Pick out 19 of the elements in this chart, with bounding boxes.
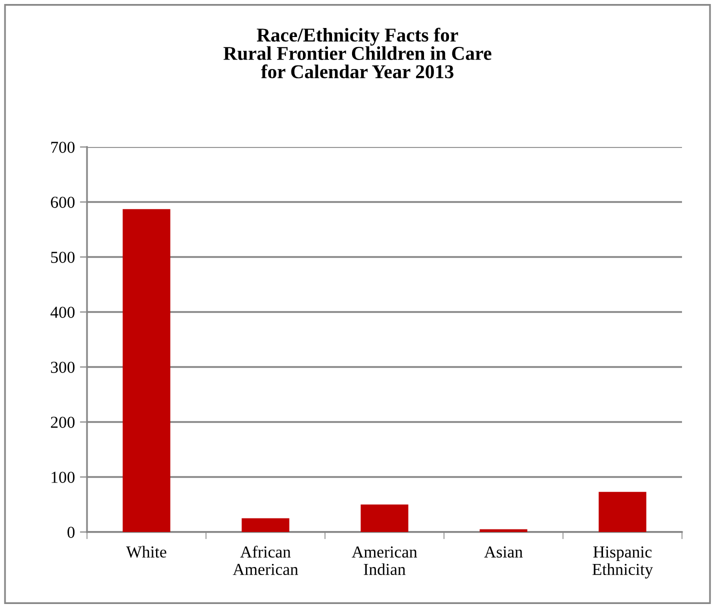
x-tick-label: Hispanic Ethnicity bbox=[592, 546, 653, 578]
x-tick-label: White bbox=[126, 546, 166, 558]
y-tick-label: 700 bbox=[51, 142, 75, 153]
bar bbox=[122, 209, 170, 532]
y-tick-label: 300 bbox=[50, 362, 75, 373]
bar bbox=[480, 529, 528, 532]
y-tick-label: 400 bbox=[50, 306, 75, 318]
y-tick-label: 0 bbox=[67, 526, 75, 538]
bar bbox=[598, 492, 646, 532]
x-tick-label: African American bbox=[232, 546, 298, 576]
bar bbox=[360, 504, 408, 532]
y-tick-label: 600 bbox=[50, 196, 75, 208]
x-tick-label: American Indian bbox=[352, 546, 418, 576]
y-tick-label: 200 bbox=[50, 416, 75, 428]
x-tick-label: Asian bbox=[484, 546, 523, 558]
y-tick-label: 100 bbox=[52, 472, 75, 483]
chart-title: Race/Ethnicity Facts for Rural Frontier Children in Care for Calendar Year 2013 bbox=[223, 28, 492, 78]
y-tick-label: 500 bbox=[51, 252, 75, 263]
bar bbox=[242, 518, 290, 532]
